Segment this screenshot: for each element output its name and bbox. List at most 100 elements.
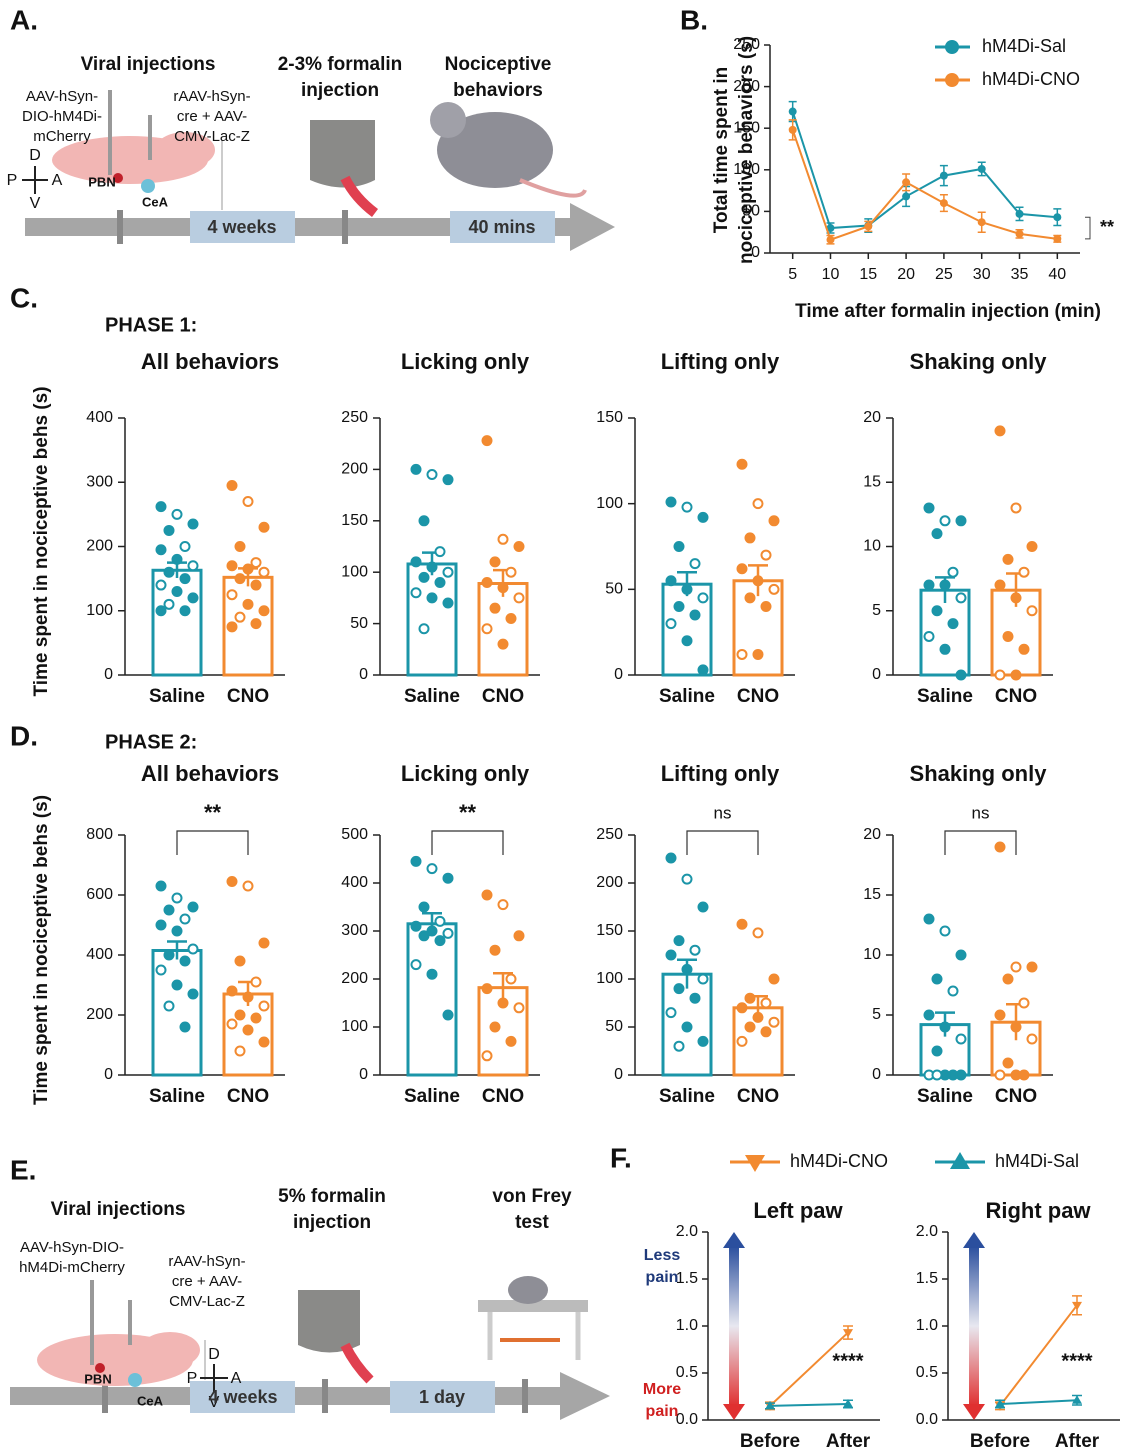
data-point	[420, 516, 429, 525]
data-point	[667, 497, 676, 506]
significance-bracket	[945, 831, 1016, 855]
y-tick-label: 20	[863, 826, 881, 843]
data-point	[1028, 542, 1037, 551]
data-point	[157, 966, 166, 975]
x-tick-label: Saline	[917, 686, 973, 707]
data-point	[491, 1023, 500, 1032]
significance-label: **	[204, 800, 222, 825]
data-point	[444, 568, 453, 577]
compass-label: V	[30, 195, 41, 212]
y-tick-label: 0.5	[676, 1364, 698, 1381]
step-label: Nociceptive	[445, 54, 552, 75]
y-tick-label: 200	[341, 970, 368, 987]
data-point	[165, 600, 174, 609]
point	[902, 178, 910, 186]
data-point	[515, 593, 524, 602]
x-tick-label: 35	[1011, 266, 1029, 283]
data-point	[412, 857, 421, 866]
y-axis-label: Total time spent in	[711, 67, 732, 233]
data-point	[157, 921, 166, 930]
y-tick-label: 0	[614, 666, 623, 683]
chart-title: Lifting only	[661, 761, 780, 786]
panel-label: C.	[10, 282, 38, 313]
data-point	[436, 936, 445, 945]
region-label: PBN	[88, 174, 115, 189]
data-point	[941, 1023, 950, 1032]
significance-label: ****	[832, 1350, 863, 1372]
data-point	[683, 503, 692, 512]
data-point	[165, 526, 174, 535]
legend-marker	[945, 40, 959, 54]
series-line	[1000, 1400, 1077, 1404]
data-point	[260, 568, 269, 577]
y-tick-label: 0	[104, 1066, 113, 1083]
y-tick-label: 400	[86, 409, 113, 426]
data-point	[412, 557, 421, 566]
data-point	[491, 946, 500, 955]
data-point	[507, 568, 516, 577]
data-point	[949, 568, 958, 577]
x-tick-label: Saline	[659, 1086, 715, 1107]
data-point	[236, 1011, 245, 1020]
region-label: PBN	[84, 1371, 111, 1386]
data-point	[412, 465, 421, 474]
data-point	[691, 611, 700, 620]
data-point	[252, 978, 261, 987]
y-tick-label: 50	[605, 1018, 623, 1035]
data-point	[941, 645, 950, 654]
y-tick-label: 200	[86, 538, 113, 555]
data-point	[691, 559, 700, 568]
series-line	[770, 1404, 848, 1406]
injection-label: AAV-hSyn-	[26, 88, 98, 105]
pain-arrow-up	[723, 1232, 745, 1248]
y-tick-label: 1.0	[676, 1317, 698, 1334]
data-point	[412, 960, 421, 969]
data-point	[957, 516, 966, 525]
data-point	[738, 1003, 747, 1012]
data-point	[675, 984, 684, 993]
y-tick-label: 10	[863, 946, 881, 963]
point	[1053, 235, 1061, 243]
x-tick-label: After	[1055, 1431, 1100, 1452]
panel-label: B.	[680, 4, 708, 35]
y-tick-label: 500	[341, 826, 368, 843]
data-point	[996, 426, 1005, 435]
x-tick-label: CNO	[227, 686, 269, 707]
x-tick-label: Saline	[917, 1086, 973, 1107]
data-point	[228, 481, 237, 490]
data-point	[515, 1003, 524, 1012]
data-point	[412, 922, 421, 931]
data-point	[428, 593, 437, 602]
data-point	[444, 475, 453, 484]
y-tick-label: 400	[341, 874, 368, 891]
chart-title: Right paw	[985, 1198, 1091, 1223]
data-point	[165, 1002, 174, 1011]
data-point	[738, 460, 747, 469]
y-tick-label: 300	[86, 473, 113, 490]
data-point	[699, 975, 708, 984]
data-point	[675, 1042, 684, 1051]
data-point	[667, 576, 676, 585]
step-label: von Frey	[492, 1186, 572, 1207]
data-point	[483, 1051, 492, 1060]
x-tick-label: 20	[897, 266, 915, 283]
pain-label: pain	[646, 1269, 679, 1286]
point	[978, 218, 986, 226]
x-tick-label: CNO	[482, 1086, 524, 1107]
x-tick-label: Before	[740, 1431, 800, 1452]
injection-label: CMV-Lac-Z	[174, 128, 250, 145]
data-point	[420, 573, 429, 582]
data-point	[949, 987, 958, 996]
legend-marker	[945, 73, 959, 87]
step-label: Viral injections	[81, 54, 216, 75]
data-point	[933, 975, 942, 984]
data-point	[181, 606, 190, 615]
pain-scale	[729, 1246, 739, 1406]
data-point	[683, 636, 692, 645]
data-point	[996, 671, 1005, 680]
data-point	[444, 1011, 453, 1020]
step-label: behaviors	[453, 80, 543, 101]
significance-bracket	[1085, 217, 1090, 239]
point	[864, 222, 872, 230]
data-point	[173, 927, 182, 936]
